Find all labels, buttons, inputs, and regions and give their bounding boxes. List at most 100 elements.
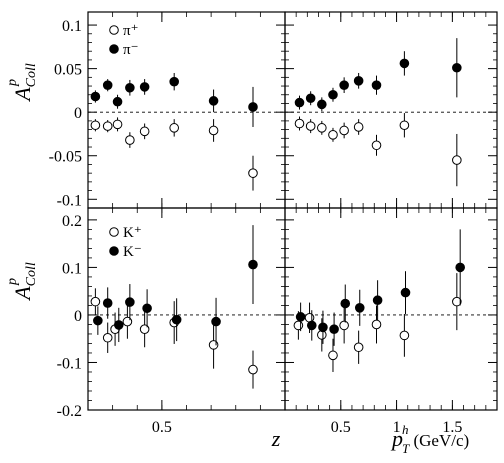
data-point-open [125, 135, 135, 145]
y-axis-title-text: AColl [10, 63, 39, 103]
y-tick-label: 0.1 [62, 18, 82, 35]
panel-frame-bottom-right [284, 207, 498, 411]
data-point-open [353, 122, 364, 132]
x-tick-label: 0.5 [152, 419, 172, 436]
x-axis-title: pT (GeV/c) [390, 426, 469, 456]
data-point-filled [305, 93, 316, 104]
y-axis-title-text: AColl [10, 262, 39, 302]
x-tick-label: 0.5 [331, 419, 351, 436]
data-point-filled [248, 259, 258, 270]
data-point-filled [125, 82, 135, 93]
data-point-open [353, 342, 364, 353]
data-point-filled [372, 295, 383, 306]
data-point-open [328, 350, 338, 361]
data-point-filled [452, 62, 462, 73]
data-point-filled [340, 298, 351, 309]
data-point-filled [142, 303, 152, 314]
data-point-filled [295, 312, 306, 322]
legend-label: π⁻ [123, 42, 139, 58]
data-point-open [328, 130, 338, 140]
data-markers [90, 38, 465, 389]
data-point-filled [248, 102, 258, 112]
data-point-open [208, 125, 219, 136]
y-axis-title-sup: p [5, 278, 20, 286]
data-point-open [371, 140, 382, 151]
data-point-filled [102, 298, 113, 308]
y-tick-label: 0 [74, 105, 82, 122]
data-point-filled [125, 297, 135, 307]
y-tick-label: -0.2 [57, 403, 82, 420]
data-point-filled [169, 76, 179, 87]
data-point-filled [171, 314, 182, 325]
y-tick-label: 0.05 [54, 62, 82, 79]
data-point-open [399, 330, 410, 341]
y-tick-label: -0.1 [57, 355, 82, 372]
panel-frames [87, 11, 498, 411]
data-point-open [169, 123, 179, 133]
data-point-open [102, 121, 113, 131]
data-point-open [452, 296, 462, 307]
data-point-filled [328, 89, 338, 100]
y-tick-label: 0.1 [62, 260, 82, 277]
x-tick-label: 1 [393, 419, 401, 436]
x-tick-label: 1.5 [442, 419, 462, 436]
data-point-open [102, 332, 113, 343]
legend-label: π⁺ [123, 23, 139, 39]
data-point-filled [455, 262, 465, 273]
data-point-filled [317, 99, 327, 110]
data-point-filled [208, 96, 219, 106]
data-point-filled [354, 303, 365, 313]
data-point-filled [329, 324, 339, 335]
panel-frame-top-right [284, 11, 498, 209]
data-point-open [139, 324, 150, 335]
x-axis-title-sup: h [402, 422, 409, 437]
data-point-filled [102, 80, 113, 90]
data-point-open [317, 123, 327, 133]
y-tick-label: -0.05 [49, 149, 82, 166]
legend-marker [109, 25, 119, 35]
data-point-open [248, 168, 258, 178]
data-point-open [399, 120, 410, 131]
panel-frame-bottom-left [87, 207, 286, 411]
data-point-open [122, 316, 133, 327]
legend-marker [109, 227, 119, 237]
data-point-filled [93, 315, 103, 326]
data-point-open [294, 118, 305, 129]
data-point-filled [90, 91, 101, 102]
data-point-filled [139, 82, 150, 92]
data-point-filled [371, 80, 382, 90]
legend-marker [109, 246, 119, 256]
legend-label: K⁺ [123, 225, 142, 241]
data-point-open [112, 119, 123, 130]
data-point-open [371, 319, 382, 330]
data-point-filled [113, 320, 124, 330]
data-point-open [90, 296, 101, 307]
data-point-filled [211, 316, 221, 327]
y-tick-label: 0.2 [62, 213, 82, 230]
data-point-open [293, 320, 304, 331]
data-point-filled [353, 76, 364, 86]
data-point-open [339, 320, 349, 331]
data-point-open [90, 120, 101, 131]
data-point-open [139, 126, 150, 137]
data-point-open [305, 121, 316, 131]
x-axis-title: z [271, 426, 281, 451]
y-tick-label: 0 [74, 308, 82, 325]
data-point-filled [400, 287, 411, 298]
data-point-filled [112, 96, 123, 107]
y-axis-title-sup: p [5, 79, 20, 87]
data-point-open [248, 364, 258, 375]
y-tick-label: -0.1 [57, 192, 82, 209]
data-point-open [339, 125, 349, 136]
data-point-filled [318, 322, 328, 333]
data-point-filled [306, 320, 317, 331]
data-point-open [452, 155, 462, 165]
data-point-filled [339, 80, 349, 90]
data-point-filled [399, 58, 410, 69]
data-point-open [208, 340, 219, 350]
legend-marker [109, 44, 119, 54]
legend-label: K⁻ [123, 244, 142, 260]
